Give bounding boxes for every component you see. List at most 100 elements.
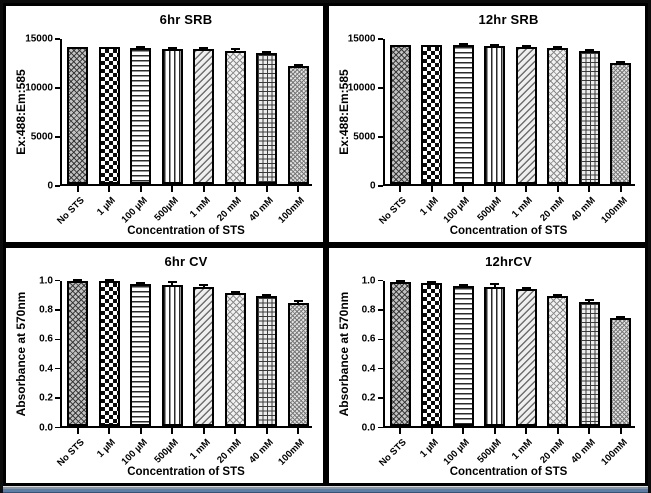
x-tick-mark [399,427,402,434]
x-axis-label: Concentration of STS [449,224,568,237]
bar [610,318,632,426]
bar [193,49,215,184]
chart-grid: 6hr SRB Ex:488:Em:585 0 5000 10000 15000 No … [3,3,648,486]
chart-title: 6hr SRB [159,12,213,27]
x-tick-mark [399,186,402,192]
bar [421,44,443,184]
y-tick-label: 0.6 [361,333,376,345]
y-tick-mark [377,309,383,311]
x-axis-label: Concentration of STS [127,224,245,237]
plot-area: 0 5000 10000 15000 No STS 1 µM 100 µM 500µM 1 mM… [348,34,635,227]
y-tick-label: 1.0 [361,275,376,286]
bar [578,301,600,426]
x-tick-mark [171,186,174,192]
bar [256,52,278,184]
y-tick-mark [55,136,60,138]
y-tick-mark [55,185,60,187]
y-tick-label: 5000 [30,131,53,143]
error-bar-cap [104,279,114,282]
error-bar-cap [490,282,500,285]
bar [98,46,120,184]
error-bar-cap [167,46,177,49]
bar [452,285,474,426]
error-bar-cap [293,300,303,303]
x-tick-mark [297,186,300,192]
y-tick-mark [377,426,383,429]
x-tick-mark [430,186,433,192]
x-tick-mark [265,427,268,434]
y-tick-mark [377,338,383,341]
bar [98,280,120,426]
bar [610,63,632,184]
y-axis-label: Absorbance at 570nm [336,291,351,416]
error-bar-cap [262,50,272,53]
error-bar-cap [521,44,531,47]
error-bar-cap [230,291,240,294]
error-bar-cap [427,280,437,283]
error-bar-cap [230,48,240,51]
x-tick-mark [108,427,111,434]
error-bar-cap [395,280,405,283]
y-tick-mark [377,279,383,282]
plot-area: 0 5000 10000 15000 No STS 1 µM 100 µM 500µM 1 mM… [25,34,312,227]
y-tick-mark [55,397,60,399]
error-bar-cap [199,284,209,287]
bar [130,47,152,184]
bar [193,286,215,426]
chart-panel-12hr-srb: 12hr SRB Ex:488:Em:585 0 5000 10000 15000 No… [325,3,648,245]
bar [484,287,506,426]
chart-panel-6hr-cv: 6hr CV Absorbance at 570nm 0.0 0.2 0.4 0.6 0… [3,244,326,486]
bar [547,48,569,184]
bar [484,46,506,184]
y-tick-label: 1.0 [39,275,53,286]
bar [515,46,537,184]
bar [224,293,246,426]
y-tick-label: 0.8 [39,304,53,316]
error-bar-cap [553,46,563,48]
bar [389,282,411,426]
error-bar [171,281,174,286]
chart-title: 12hrCV [485,253,532,269]
bar [67,46,89,184]
x-tick-mark [76,186,79,192]
error-bar-cap [584,49,594,52]
y-tick-mark [377,87,383,89]
x-tick-mark [234,427,237,434]
error-bar [493,283,496,288]
y-axis-label: Absorbance at 570nm [14,291,28,416]
y-tick-label: 15000 [347,33,376,45]
error-bar-cap [136,281,146,284]
chart-panel-12hr-cv: 12hrCV Absorbance at 570nm 0.0 0.2 0.4 0.6 0… [325,244,648,486]
x-tick-mark [76,427,79,434]
y-tick-mark [377,185,383,187]
y-tick-label: 0.2 [39,392,53,404]
error-bar-cap [490,44,500,47]
x-tick-mark [297,427,300,434]
x-tick-mark [619,186,622,192]
chart-title: 12hr SRB [478,12,539,27]
x-tick-mark [171,427,174,434]
y-tick-mark [377,397,383,399]
bar [452,45,474,184]
x-tick-mark [202,186,205,192]
y-tick-label: 0.0 [361,422,376,433]
error-bar-cap [293,63,303,66]
y-tick-mark [55,38,60,40]
error-bar-cap [616,316,626,319]
error-bar-cap [458,43,468,46]
y-tick-label: 0.8 [361,304,376,316]
x-tick-mark [462,427,465,434]
y-tick-mark [55,367,60,370]
bar [547,295,569,426]
error-bar-cap [136,45,146,48]
x-tick-mark [202,427,205,434]
y-tick-label: 10000 [347,82,376,94]
x-axis-label: Concentration of STS [127,466,245,478]
error-bar-cap [616,61,626,64]
y-tick-mark [55,279,60,282]
x-tick-mark [525,186,528,192]
bar [224,50,246,184]
x-tick-mark [108,186,111,192]
error-bar-cap [262,294,272,297]
